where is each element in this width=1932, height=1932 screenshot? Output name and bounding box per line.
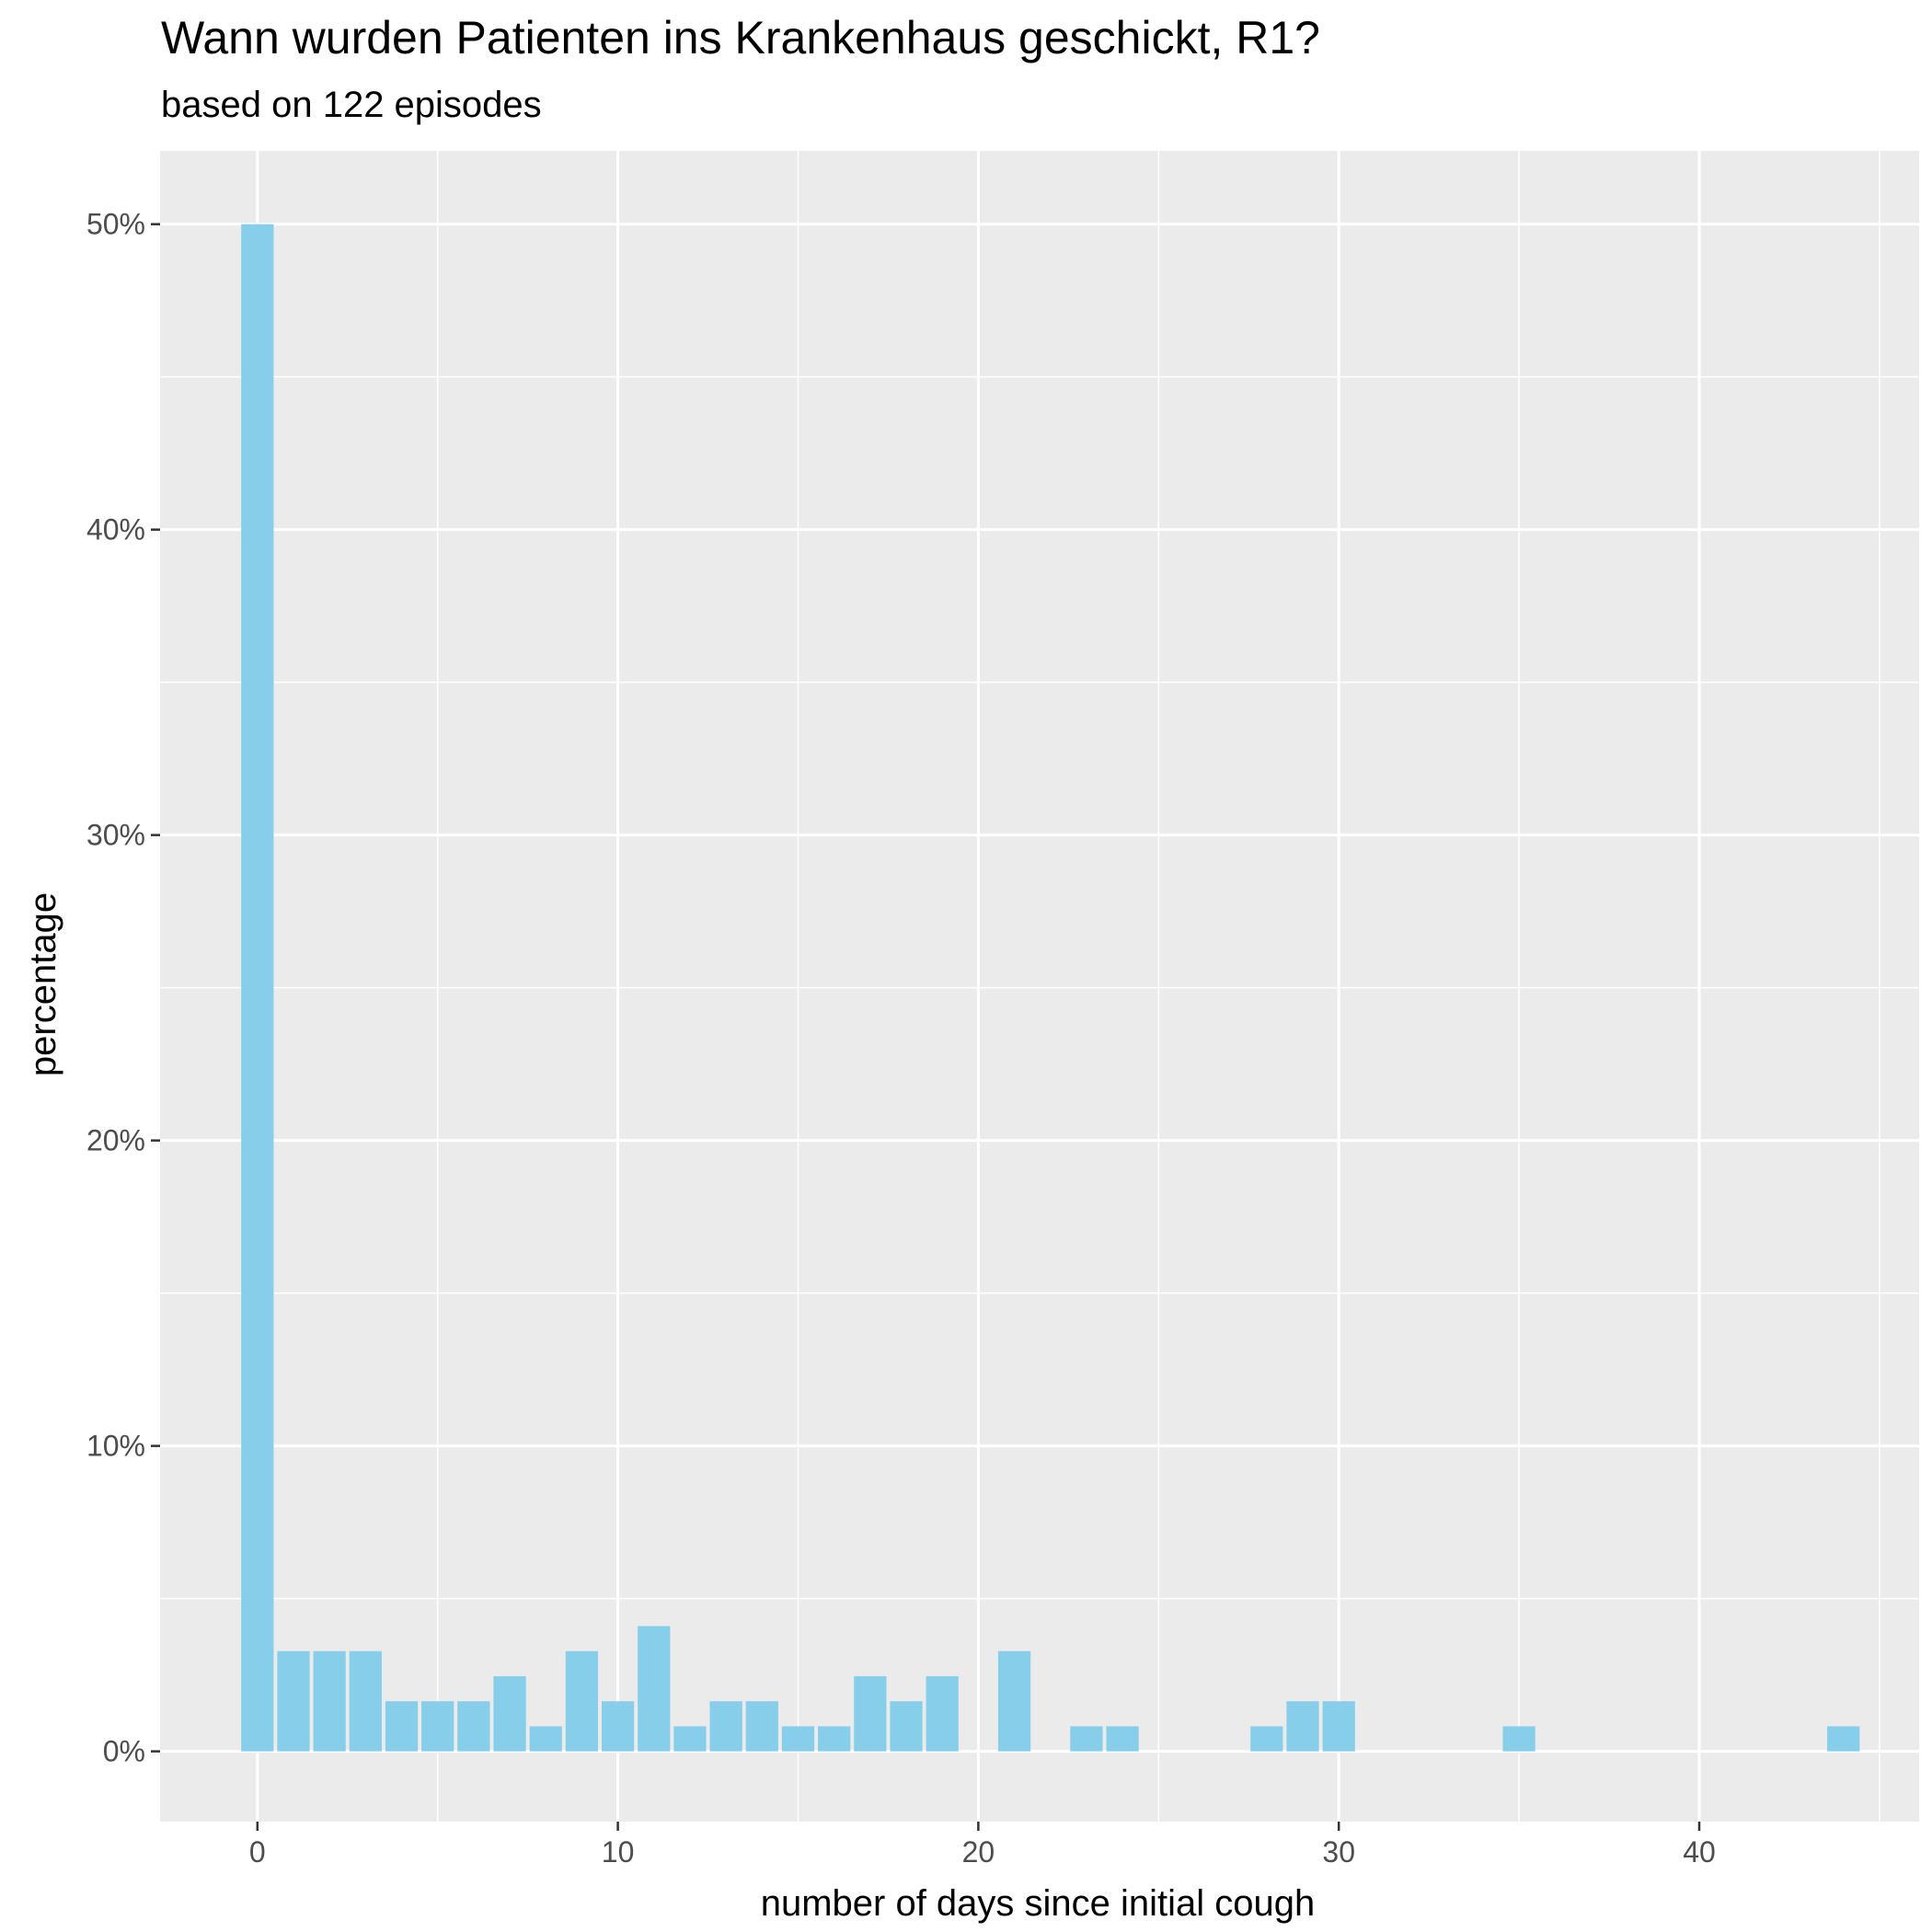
bar <box>385 1701 419 1752</box>
y-tick-label: 0% <box>103 1735 145 1768</box>
bar <box>709 1701 742 1752</box>
x-tick-label: 30 <box>1322 1835 1355 1869</box>
x-tick-label: 20 <box>962 1835 995 1869</box>
bar <box>1827 1726 1860 1752</box>
bar <box>1322 1701 1355 1752</box>
bar <box>1502 1726 1535 1752</box>
bar <box>745 1701 778 1752</box>
y-axis-title: percentage <box>23 892 63 1076</box>
bar <box>1106 1726 1139 1752</box>
bar <box>854 1675 887 1752</box>
bar <box>529 1726 562 1752</box>
x-tick-label: 10 <box>602 1835 635 1869</box>
minor-gridlines <box>160 151 1919 1822</box>
x-tick-label: 40 <box>1683 1835 1716 1869</box>
bar <box>277 1650 310 1752</box>
bar <box>241 224 274 1752</box>
bar <box>565 1650 599 1752</box>
y-tick-label: 40% <box>86 513 145 546</box>
x-axis-title: number of days since initial cough <box>761 1883 1316 1924</box>
y-tick-label: 50% <box>86 208 145 241</box>
bar <box>421 1701 454 1752</box>
bar <box>673 1726 707 1752</box>
y-tick-label: 20% <box>86 1124 145 1157</box>
chart-subtitle: based on 122 episodes <box>161 85 542 125</box>
bar <box>1286 1701 1319 1752</box>
plot-panel <box>160 151 1919 1822</box>
y-axis: 0% 10% 20% 30% 40% 50% <box>86 208 160 1768</box>
bar <box>926 1675 959 1752</box>
bars <box>241 224 1860 1752</box>
bar <box>638 1626 671 1752</box>
x-axis: 0 10 20 30 40 <box>249 1822 1716 1869</box>
bar <box>1250 1726 1283 1752</box>
bar <box>457 1701 490 1752</box>
bar <box>997 1650 1031 1752</box>
bar <box>1070 1726 1103 1752</box>
y-tick-label: 30% <box>86 819 145 852</box>
bar <box>781 1726 815 1752</box>
bar <box>890 1701 923 1752</box>
bar <box>818 1726 851 1752</box>
bar <box>601 1701 635 1752</box>
bar <box>349 1650 382 1752</box>
x-tick-label: 0 <box>249 1835 266 1869</box>
bar <box>313 1650 346 1752</box>
y-tick-label: 10% <box>86 1430 145 1463</box>
bar <box>493 1675 526 1752</box>
chart-title: Wann wurden Patienten ins Krankenhaus ge… <box>161 12 1320 63</box>
